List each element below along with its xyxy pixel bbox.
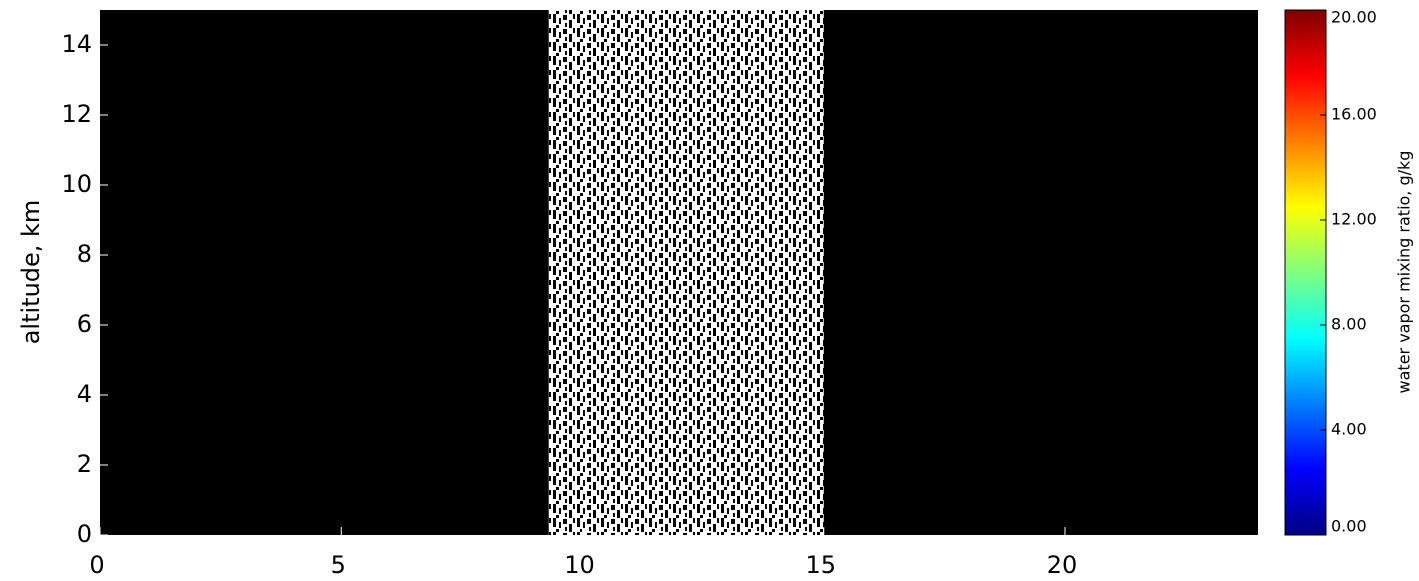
y-tick-label: 4	[77, 380, 92, 408]
colorbar	[1284, 9, 1327, 536]
x-tick-label: 20	[1047, 551, 1078, 579]
x-tick-label: 15	[805, 551, 836, 579]
y-tick-label: 10	[61, 170, 92, 198]
y-tick-label: 6	[77, 310, 92, 338]
y-tick-label: 14	[61, 30, 92, 58]
x-tick-label: 10	[564, 551, 595, 579]
y-tick-label: 2	[77, 450, 92, 478]
x-tick-label: 5	[331, 551, 346, 579]
colorbar-tick-label: 16.00	[1331, 105, 1377, 124]
y-tick-label: 12	[61, 100, 92, 128]
colorbar-tick-label: 12.00	[1331, 210, 1377, 229]
y-tick-label: 8	[77, 240, 92, 268]
colorbar-tick-label: 0.00	[1331, 517, 1367, 536]
colorbar-tick-label: 8.00	[1331, 315, 1367, 334]
x-tick-label: 0	[89, 551, 104, 579]
colorbar-label: water vapor mixing ratio, g/kg	[1395, 151, 1414, 394]
y-tick-label: 0	[77, 520, 92, 548]
data-region	[548, 10, 824, 535]
colorbar-tick-label: 4.00	[1331, 420, 1367, 439]
y-axis-label: altitude, km	[17, 200, 45, 345]
colorbar-tick-label: 20.00	[1331, 8, 1377, 27]
